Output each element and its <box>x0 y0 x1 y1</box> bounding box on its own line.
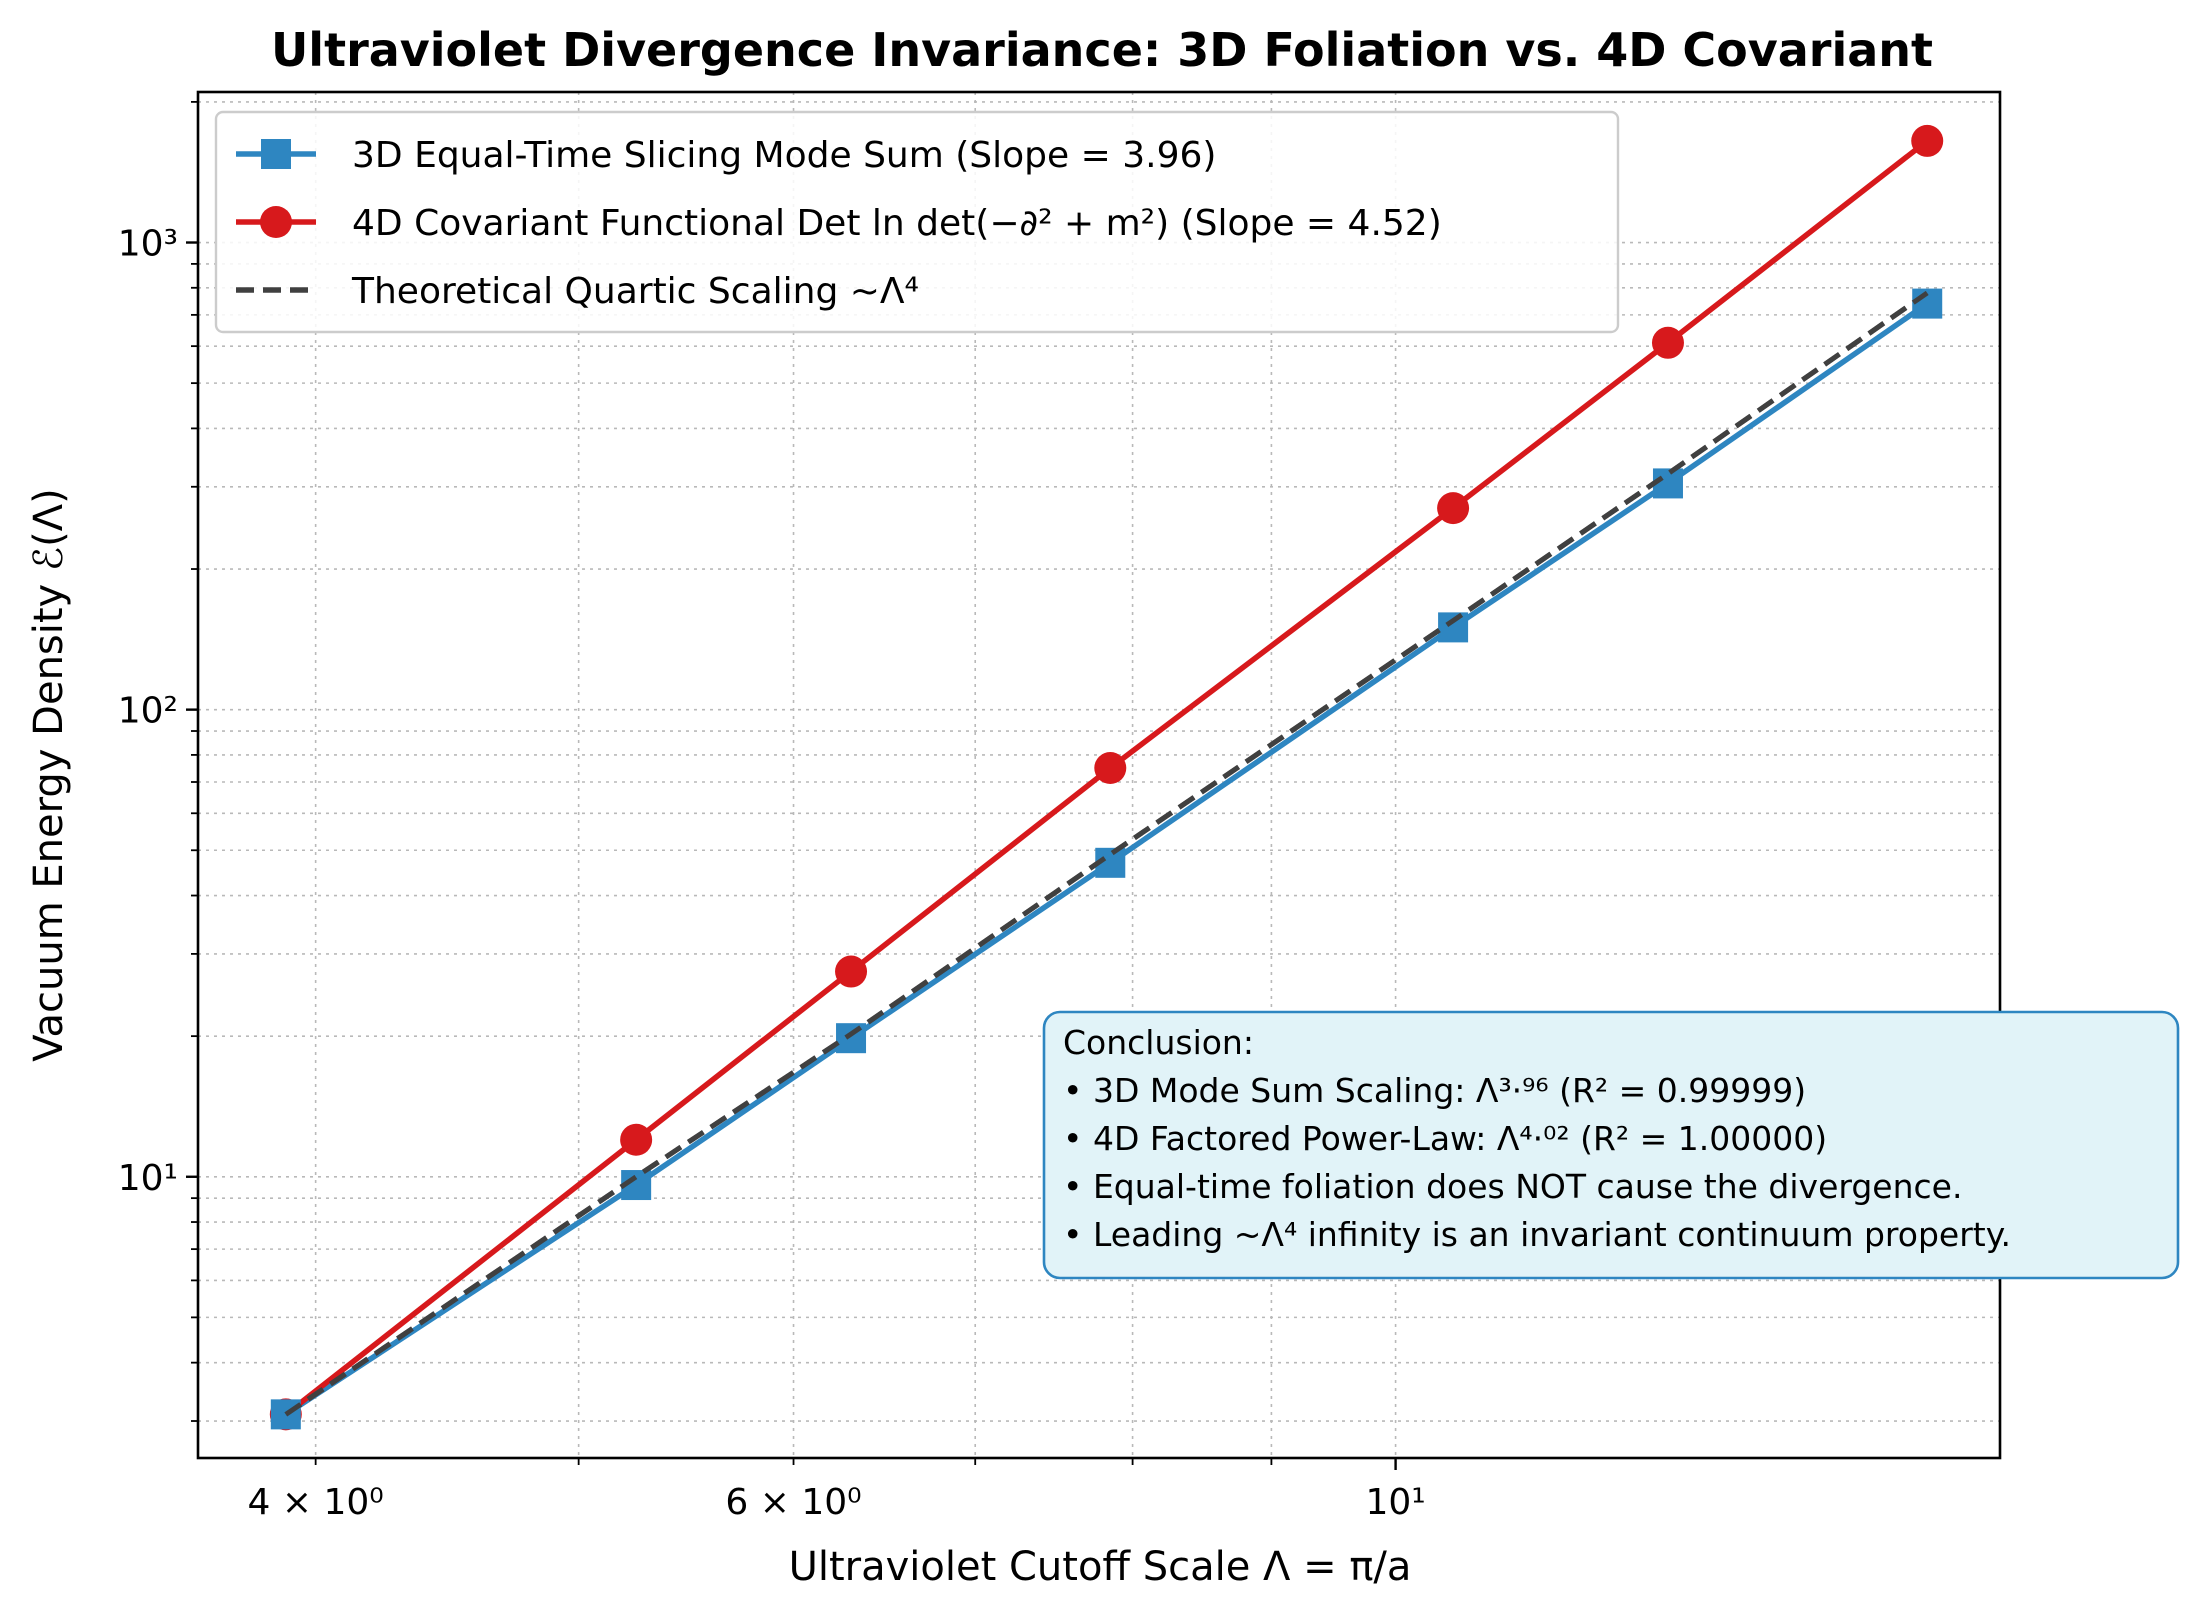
y-tick-label: 10² <box>118 691 178 732</box>
series-2-point <box>1437 492 1470 525</box>
legend-box <box>214 110 1620 334</box>
x-tick-label: 4 × 10⁰ <box>248 1482 384 1523</box>
y-axis-label: Vacuum Energy Density ℰ(Λ) <box>26 488 72 1061</box>
legend: 3D Equal-Time Slicing Mode Sum (Slope = … <box>214 110 1620 334</box>
legend-marker-1 <box>261 139 291 169</box>
ticks: 10¹ 10² 10³ 4 × 10⁰ 6 × 10⁰ 10¹ <box>118 100 1426 1523</box>
y-tick-label: 10³ <box>118 224 178 265</box>
legend-label-3: Theoretical Quartic Scaling ~Λ⁴ <box>351 271 919 312</box>
x-tick-label: 6 × 10⁰ <box>725 1482 861 1523</box>
annotation-line: Conclusion: <box>1063 1023 1254 1062</box>
series-2-point <box>1911 124 1944 157</box>
series-1-point <box>1438 612 1469 643</box>
x-axis-label: Ultraviolet Cutoff Scale Λ = π/a <box>789 1544 1412 1590</box>
annotation-line: • Equal-time foliation does NOT cause th… <box>1063 1167 1962 1206</box>
annotation-box: Conclusion: • 3D Mode Sum Scaling: Λ³·⁹⁶ … <box>1042 1010 2180 1280</box>
legend-label-2: 4D Covariant Functional Det ln det(−∂² +… <box>352 203 1442 244</box>
annotation-line: • 3D Mode Sum Scaling: Λ³·⁹⁶ (R² = 0.999… <box>1063 1071 1806 1110</box>
legend-marker-2 <box>260 206 292 238</box>
chart-title: Ultraviolet Divergence Invariance: 3D Fo… <box>271 23 1933 77</box>
series-layer <box>269 124 1944 1431</box>
series-1-point <box>836 1023 867 1054</box>
annotation-line: • 4D Factored Power-Law: Λ⁴·⁰² (R² = 1.0… <box>1063 1119 1827 1158</box>
series-2-point <box>1651 326 1684 359</box>
annotation-box-frame <box>1042 1010 2180 1280</box>
legend-label-1: 3D Equal-Time Slicing Mode Sum (Slope = … <box>352 135 1216 176</box>
y-tick-label: 10¹ <box>118 1158 178 1199</box>
series-2-point <box>1094 752 1127 785</box>
plot-frame <box>196 90 2002 1460</box>
series-2-point <box>835 955 868 988</box>
series-2-point <box>620 1123 653 1156</box>
x-tick-label: 10¹ <box>1365 1482 1425 1523</box>
annotation-line: • Leading ~Λ⁴ infinity is an invariant c… <box>1063 1215 2011 1254</box>
